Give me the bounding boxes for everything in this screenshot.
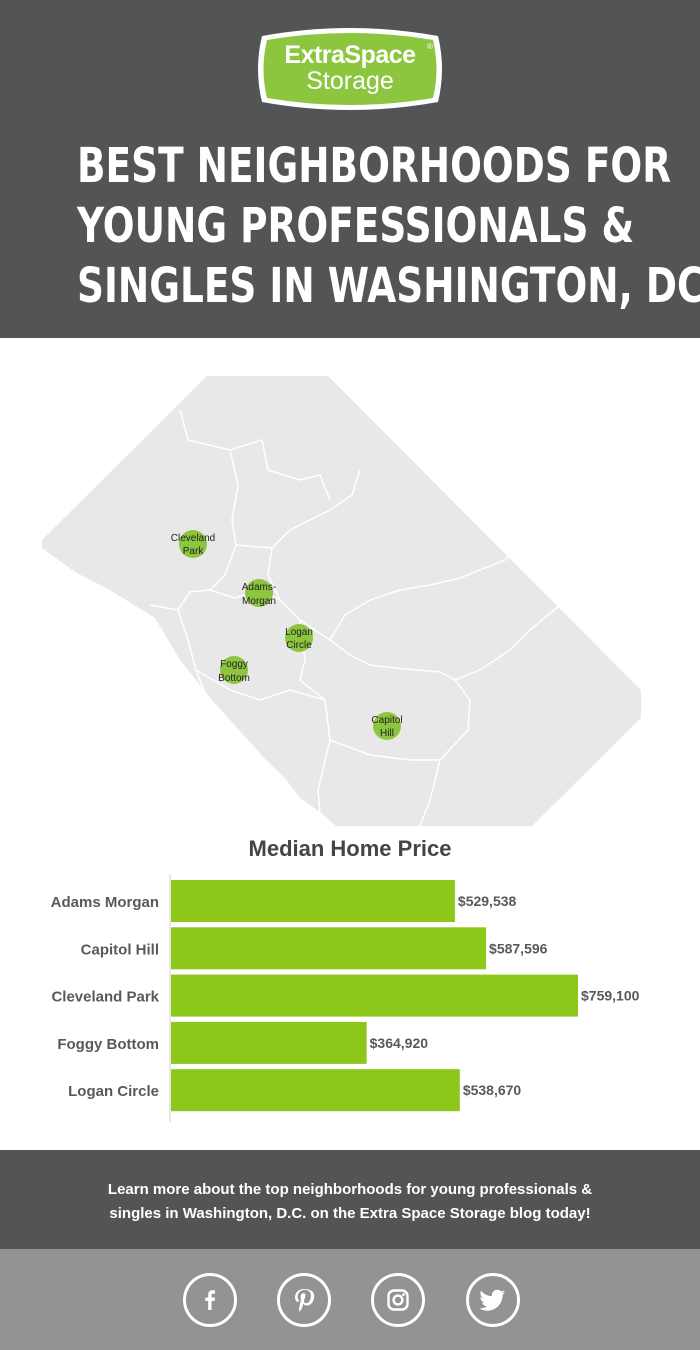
bar[interactable] [171, 880, 455, 922]
marker-label-line1: Logan [285, 627, 313, 638]
ward-boundaries [149, 409, 561, 827]
marker-capitol-hill[interactable]: Capitol Hill [371, 712, 403, 740]
marker-label-line2: Hill [380, 728, 394, 739]
marker-foggy-bottom[interactable]: Foggy Bottom [218, 656, 250, 684]
marker-label-line2: Morgan [242, 596, 276, 607]
title-line-2: YOUNG PROFESSIONALS & [77, 198, 635, 254]
marker-label-line1: Foggy [220, 659, 248, 670]
cta-line-2: singles in Washington, D.C. on the Extra… [109, 1205, 591, 1222]
marker-label-line1: Adams- [242, 582, 276, 593]
logo-line2: Storage [306, 67, 394, 95]
median-home-price-chart: Adams Morgan $529,538 Capitol Hill $587,596… [0, 870, 700, 1130]
marker-label-line1: Cleveland [171, 533, 215, 544]
marker-label-line2: Bottom [218, 673, 250, 684]
category-label: Adams Morgan [51, 894, 159, 911]
bar[interactable] [171, 927, 487, 970]
value-label: $587,596 [489, 940, 548, 956]
chart-title: Median Home Price [248, 836, 452, 861]
marker-label-line2: Park [183, 546, 205, 557]
category-label: Cleveland Park [51, 989, 159, 1006]
instagram-icon [387, 1289, 409, 1311]
facebook-icon [205, 1290, 215, 1310]
bar-chart-svg: Adams Morgan $529,538 Capitol Hill $587,596… [51, 874, 640, 1122]
dc-map-svg: Cleveland Park Adams- Morgan Logan Circl… [42, 376, 641, 827]
cta-text[interactable]: Learn more about the top neighborhoods f… [60, 1178, 640, 1226]
bar[interactable] [171, 974, 578, 1017]
header: ExtraSpace Storage ® BEST NEIGHBORHOODS … [0, 0, 700, 338]
value-label: $759,100 [581, 988, 640, 1004]
marker-dot [179, 530, 207, 558]
category-label: Foggy Bottom [57, 1036, 159, 1053]
value-label: $529,538 [458, 893, 517, 909]
marker-label-line2: Circle [286, 640, 312, 651]
extra-space-storage-logo[interactable]: ExtraSpace Storage ® [254, 26, 446, 112]
pinterest-button[interactable] [277, 1273, 331, 1327]
page-title: BEST NEIGHBORHOODS FOR YOUNG PROFESSIONA… [77, 136, 700, 316]
dc-map: Cleveland Park Adams- Morgan Logan Circl… [0, 338, 700, 830]
logo-line1: ExtraSpace [284, 41, 416, 69]
footer-cta: Learn more about the top neighborhoods f… [0, 1150, 700, 1249]
map-markers: Cleveland Park Adams- Morgan Logan Circl… [171, 530, 403, 740]
pinterest-icon [295, 1289, 315, 1312]
marker-logan-circle[interactable]: Logan Circle [285, 624, 313, 652]
category-label: Capitol Hill [81, 941, 159, 958]
marker-cleveland-park[interactable]: Cleveland Park [171, 530, 215, 558]
twitter-icon [479, 1289, 505, 1311]
logo-badge-shape [258, 28, 442, 110]
marker-label-line1: Capitol [371, 715, 402, 726]
bar[interactable] [171, 1069, 460, 1112]
twitter-button[interactable] [466, 1273, 520, 1327]
marker-dot [220, 656, 248, 684]
value-label: $364,920 [370, 1035, 429, 1051]
marker-adams-morgan[interactable]: Adams- Morgan [242, 579, 276, 607]
marker-dot [245, 579, 273, 607]
category-label: Logan Circle [68, 1083, 159, 1100]
footer-social [0, 1249, 700, 1350]
title-line-3: SINGLES IN WASHINGTON, DC [77, 258, 700, 314]
cta-line-1: Learn more about the top neighborhoods f… [107, 1181, 593, 1198]
marker-dot [373, 712, 401, 740]
facebook-button[interactable] [183, 1273, 237, 1327]
title-line-1: BEST NEIGHBORHOODS FOR [77, 138, 672, 194]
instagram-button[interactable] [371, 1273, 425, 1327]
bar[interactable] [171, 1021, 367, 1064]
dc-land-shape [42, 376, 641, 826]
logo-registered-mark: ® [427, 42, 433, 51]
value-label: $538,670 [463, 1082, 522, 1098]
marker-dot [285, 624, 313, 652]
